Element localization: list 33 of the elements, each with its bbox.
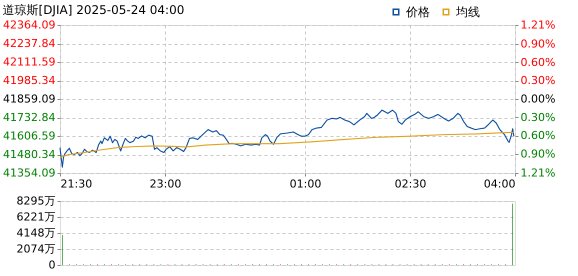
y-tick-label: 41354.09 [3,166,56,180]
y2-tick-label: 1.21% [520,166,556,180]
y-tick-label: 0 [48,258,56,272]
legend-label: 均线 [455,5,480,19]
y2-tick-label: 0.90% [520,148,556,161]
y-tick-label: 41985.34 [3,74,56,87]
x-tick-label: 01:00 [290,178,322,190]
y-tick-label: 8295万 [16,194,56,208]
y-tick-label: 42364.09 [3,18,56,32]
y-tick-label: 42111.59 [3,56,56,68]
x-tick-label: 23:00 [150,178,182,190]
y2-tick-label: 0.60% [520,56,556,69]
line-series [59,110,514,168]
y2-tick-label: 0.60% [520,129,556,142]
y-tick-label: 4148万 [16,226,56,240]
y2-tick-label: 1.21% [520,18,556,32]
y2-tick-label: 0.30% [520,74,556,88]
chart-title: 道琼斯[DJIA] 2025-05-24 04:00 [2,3,184,17]
y-tick-label: 41606.59 [3,130,56,142]
y-tick-label: 42237.84 [3,37,56,50]
y-tick-label: 41732.84 [3,111,56,124]
y-tick-label: 2074万 [16,242,56,256]
y2-tick-label: 0.90% [520,37,556,50]
y2-tick-label: 0.00% [520,92,556,106]
y-tick-label: 41480.34 [3,148,56,161]
y-tick-label: 6221万 [16,210,56,224]
x-tick-label: 04:00 [484,178,516,190]
y2-tick-label: 0.30% [520,110,556,124]
y-tick-label: 41859.09 [3,92,56,106]
line-series [59,132,514,158]
x-tick-label: 21:30 [60,178,92,190]
x-tick-label: 02:30 [394,178,426,190]
legend-label: 价格 [405,5,430,19]
